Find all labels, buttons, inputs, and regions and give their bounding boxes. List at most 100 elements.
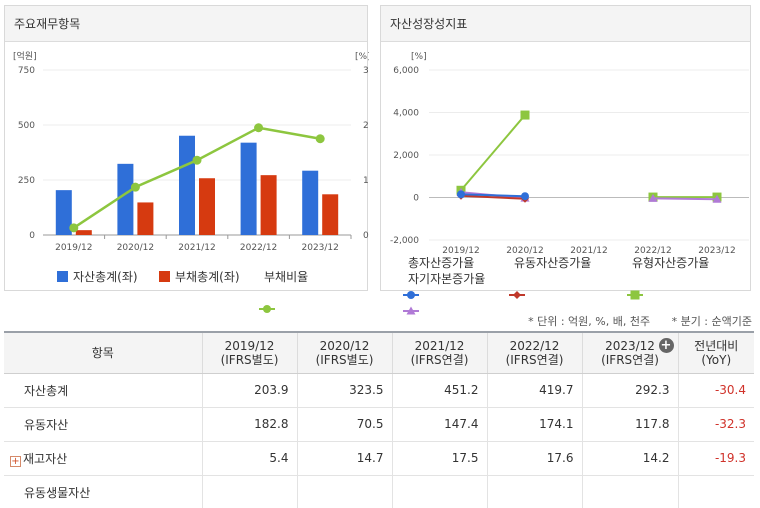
unit-note: * 단위 : 억원, %, 배, 천주 bbox=[528, 315, 651, 328]
bar-total-assets bbox=[55, 190, 72, 235]
header-col-2019: 2019/12 (IFRS별도) bbox=[201, 331, 297, 374]
y-tick-label: 2,000 bbox=[393, 151, 419, 161]
panel-title: 자산성장성지표 bbox=[381, 6, 750, 42]
y2-tick-label: 0 bbox=[363, 231, 369, 241]
legend-label: 자기자본증가율 bbox=[408, 272, 486, 286]
y2-tick-label: 100 bbox=[363, 176, 369, 186]
right-axis-unit: [%] bbox=[355, 52, 369, 62]
x-tick-label: 2022/12 bbox=[634, 246, 671, 254]
cell-value: 203.9 bbox=[201, 373, 297, 408]
legend-item[interactable]: 자기자본증가율 bbox=[403, 270, 486, 315]
row-label: 재고자산 bbox=[23, 451, 68, 466]
cell-value: 14.2 bbox=[581, 441, 678, 476]
cell-yoy: -19.3 bbox=[677, 441, 754, 476]
header-yoy: 전년대비 (YoY) bbox=[677, 331, 754, 374]
bar-total-assets bbox=[302, 170, 319, 235]
asset-growth-chart: [%] 6,000 4,000 2,000 0 -2,000 2019/12 2020/12 2… bbox=[390, 52, 749, 254]
bar-total-assets bbox=[240, 142, 257, 235]
cell-value: 451.2 bbox=[391, 373, 487, 408]
cell-value: 323.5 bbox=[296, 373, 392, 408]
left-axis-unit: [억원] bbox=[13, 50, 37, 62]
cell-value: 5.4 bbox=[201, 441, 297, 476]
main-financials-chart: [억원] [%] 750 500 250 0 300 200 100 0 2019/12 2020/1… bbox=[13, 50, 369, 253]
y-tick-label: -2,000 bbox=[390, 236, 419, 246]
header-col-2022: 2022/12 (IFRS연결) bbox=[486, 331, 582, 374]
cell-value: 292.3 bbox=[581, 373, 678, 408]
bar-total-assets bbox=[179, 135, 195, 235]
legend-item[interactable]: 부채비율 bbox=[259, 268, 309, 313]
legend-label: 유동자산증가율 bbox=[514, 256, 592, 270]
y2-tick-label: 200 bbox=[363, 121, 369, 131]
y-tick-label: 0 bbox=[413, 194, 419, 204]
cell-yoy: -32.3 bbox=[677, 407, 754, 442]
point-equity-growth bbox=[648, 193, 658, 202]
point-total-assets-growth bbox=[521, 192, 529, 201]
table-row: 자산총계 203.9 323.5 451.2 419.7 292.3 -30.4 bbox=[4, 373, 754, 408]
point-total-assets-growth bbox=[457, 190, 465, 199]
legend-square-swatch bbox=[159, 271, 170, 282]
line-debt-ratio bbox=[73, 126, 321, 229]
table-notes: * 단위 : 억원, %, 배, 천주 * 분기 : 순액기준 bbox=[528, 313, 752, 329]
cell-value bbox=[201, 475, 297, 508]
row-label: 유동자산 bbox=[4, 407, 202, 442]
bar-total-liabilities bbox=[322, 194, 339, 235]
cell-value bbox=[486, 475, 582, 508]
cell-value: 174.1 bbox=[486, 407, 582, 442]
point-debt-ratio bbox=[315, 134, 325, 144]
cell-value: 117.8 bbox=[581, 407, 678, 442]
x-tick-label: 2019/12 bbox=[55, 243, 92, 253]
x-tick-label: 2023/12 bbox=[698, 246, 735, 254]
series-line bbox=[652, 197, 718, 201]
y-tick-label: 0 bbox=[29, 231, 35, 241]
x-tick-label: 2021/12 bbox=[178, 243, 215, 253]
point-debt-ratio bbox=[130, 182, 140, 192]
header-col-2023: 2023/12 (IFRS연결) + bbox=[581, 331, 678, 374]
legend-label: 자산총계(좌) bbox=[73, 270, 138, 284]
y-tick-label: 500 bbox=[18, 121, 35, 131]
y-tick-label: 750 bbox=[18, 66, 35, 76]
series-line bbox=[460, 194, 526, 200]
add-column-icon[interactable]: + bbox=[658, 338, 674, 353]
bar-total-liabilities bbox=[75, 230, 92, 235]
x-tick-label: 2021/12 bbox=[570, 246, 607, 254]
bar-total-liabilities bbox=[260, 175, 277, 235]
main-financials-panel: 주요재무항목 [억원] [%] 750 500 250 0 300 200 100 0 2019/1… bbox=[4, 5, 369, 313]
point-debt-ratio bbox=[69, 223, 79, 233]
expand-icon[interactable]: + bbox=[10, 455, 21, 467]
legend-label: 부채비율 bbox=[264, 270, 309, 284]
cell-value: 147.4 bbox=[391, 407, 487, 442]
row-label-expandable[interactable]: + 재고자산 bbox=[4, 441, 202, 476]
point-debt-ratio bbox=[192, 155, 202, 165]
cell-value: 419.7 bbox=[486, 373, 582, 408]
cell-value: 182.8 bbox=[201, 407, 297, 442]
legend-item[interactable]: 부채총계(좌) bbox=[159, 268, 240, 285]
table-row: + 재고자산 5.4 14.7 17.5 17.6 14.2 -19.3 bbox=[4, 441, 754, 476]
header-item: 항목 bbox=[4, 331, 202, 374]
legend-label: 유형자산증가율 bbox=[632, 256, 710, 270]
bar-total-assets bbox=[117, 163, 134, 235]
row-label: 유동생물자산 bbox=[4, 475, 202, 508]
legend-item[interactable]: 자산총계(좌) bbox=[57, 268, 138, 285]
cell-value: 70.5 bbox=[296, 407, 392, 442]
point-tangible-assets-growth bbox=[520, 110, 530, 120]
legend-item[interactable]: 유형자산증가율 bbox=[627, 254, 710, 300]
legend-label: 총자산증가율 bbox=[408, 256, 475, 270]
legend-item[interactable]: 유동자산증가율 bbox=[509, 254, 592, 299]
axis-unit: [%] bbox=[411, 52, 427, 62]
point-debt-ratio bbox=[254, 123, 264, 133]
cell-yoy: -30.4 bbox=[677, 373, 754, 408]
cell-yoy bbox=[677, 475, 754, 508]
legend-square-swatch bbox=[57, 271, 68, 282]
row-label: 자산총계 bbox=[4, 373, 202, 408]
period-note: * 분기 : 순액기준 bbox=[671, 315, 752, 328]
point-equity-growth bbox=[712, 194, 722, 203]
asset-growth-panel: 자산성장성지표 [%] 6,000 4,000 2,000 0 -2,000 2019/12… bbox=[380, 5, 752, 315]
header-col-2020: 2020/12 (IFRS별도) bbox=[296, 331, 392, 374]
bar-total-liabilities bbox=[199, 178, 215, 235]
bar-total-liabilities bbox=[137, 202, 154, 235]
cell-value bbox=[391, 475, 487, 508]
legend-item[interactable]: 총자산증가율 bbox=[403, 254, 475, 299]
table-row: 유동생물자산 bbox=[4, 475, 754, 508]
cell-value: 14.7 bbox=[296, 441, 392, 476]
